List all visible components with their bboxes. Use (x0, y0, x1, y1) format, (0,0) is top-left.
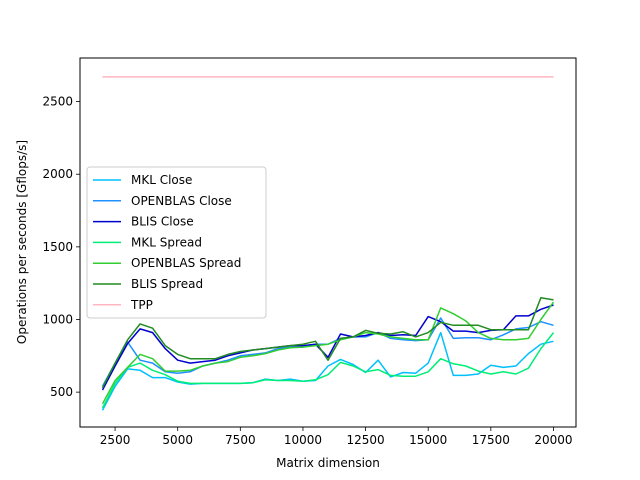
x-tick-label: 12500 (346, 433, 384, 447)
legend-label-0: MKL Close (131, 173, 192, 187)
x-tick-label: 20000 (534, 433, 572, 447)
y-tick-label: 1000 (42, 312, 73, 326)
y-tick-label: 500 (50, 385, 73, 399)
series-line-0 (101, 331, 554, 411)
series-line-4 (101, 301, 555, 405)
y-tick-label: 2000 (42, 167, 73, 181)
y-tick-label: 2500 (42, 95, 73, 109)
legend-box (86, 166, 267, 319)
x-tick-label: 2500 (100, 433, 131, 447)
y-axis-ticks: 500 1000 1500 2000 2500 (42, 95, 80, 399)
plot-lines (101, 76, 555, 411)
legend-label-5: BLIS Spread (131, 277, 203, 291)
series-line-5 (101, 296, 554, 389)
legend: MKL Close OPENBLAS Close BLIS Close MKL Spr… (86, 166, 267, 319)
legend-label-1: OPENBLAS Close (131, 194, 232, 208)
y-axis-label: Operations per seconds [Gflops/s] (15, 140, 29, 344)
x-tick-label: 5000 (162, 433, 193, 447)
y-tick-label: 1500 (42, 240, 73, 254)
legend-label-6: TPP (130, 298, 153, 312)
legend-label-2: BLIS Close (131, 215, 194, 229)
x-tick-label: 15000 (409, 433, 447, 447)
x-tick-label: 17500 (472, 433, 510, 447)
x-axis-label: Matrix dimension (276, 456, 380, 470)
legend-label-3: MKL Spread (131, 235, 202, 249)
legend-label-4: OPENBLAS Spread (131, 256, 241, 270)
x-axis-ticks: 2500 5000 7500 10000 12500 15000 17500 20000 (100, 427, 573, 447)
series-line-3 (101, 332, 555, 409)
x-tick-label: 10000 (284, 433, 322, 447)
x-tick-label: 7500 (225, 433, 256, 447)
plot-frame (79, 57, 577, 428)
